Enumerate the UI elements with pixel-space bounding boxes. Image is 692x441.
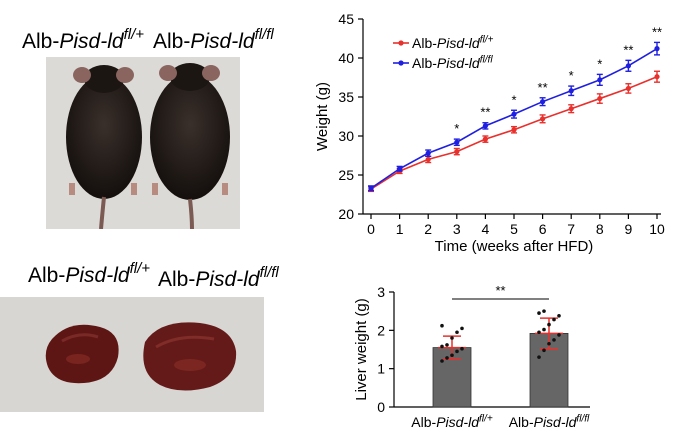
data-point — [511, 127, 517, 133]
liver-control-image — [45, 324, 119, 384]
bar-data-point — [440, 323, 444, 328]
liver-photo — [0, 297, 264, 412]
y-tick-label: 25 — [338, 167, 354, 183]
liver-knockout-image — [143, 322, 237, 391]
data-point — [597, 77, 603, 83]
x-axis-label: Time (weeks after HFD) — [435, 238, 594, 255]
bar-data-point — [450, 353, 454, 358]
bar-significance-marker: ** — [495, 283, 505, 298]
x-tick-label: 3 — [453, 221, 461, 237]
y-axis-label: Weight (g) — [314, 82, 331, 151]
significance-marker: * — [569, 68, 574, 83]
x-tick-label: 0 — [367, 221, 375, 237]
data-point — [540, 99, 546, 105]
data-point — [540, 116, 546, 122]
bar-y-tick-label: 3 — [377, 284, 385, 300]
legend-marker — [398, 40, 404, 46]
significance-marker: ** — [538, 80, 548, 95]
data-point — [454, 139, 460, 145]
bar-y-axis-label: Liver weight (g) — [353, 298, 370, 401]
bar-data-point — [440, 359, 444, 363]
mice-photo — [46, 57, 240, 229]
bar-data-point — [460, 326, 464, 331]
bar-data-point — [547, 322, 551, 327]
bar-data-point — [445, 343, 449, 347]
bar-data-point — [537, 355, 541, 359]
data-point — [425, 156, 431, 162]
bar-category-label: Alb-Pisd-ldfl/fl — [509, 413, 590, 430]
data-point — [654, 46, 660, 52]
data-point — [425, 150, 431, 156]
data-point — [625, 85, 632, 92]
bar-y-tick-label: 1 — [377, 361, 385, 377]
legend-label: Alb-Pisd-ldfl/fl — [412, 54, 493, 71]
liver-label-control: Alb-Pisd-ldfl/+ — [28, 260, 150, 287]
y-tick-label: 35 — [338, 89, 354, 105]
x-tick-label: 2 — [424, 221, 432, 237]
mouse-knockout-image — [150, 63, 230, 229]
data-point — [597, 95, 603, 102]
legend-marker — [398, 60, 404, 66]
significance-marker: * — [454, 121, 459, 136]
x-tick-label: 4 — [482, 221, 490, 237]
mouse-label-knockout: Alb-Pisd-ldfl/fl — [153, 26, 274, 53]
data-point — [568, 88, 574, 94]
bar-y-tick-label: 0 — [377, 399, 385, 415]
data-point — [654, 74, 660, 80]
x-tick-label: 9 — [625, 221, 633, 237]
bar-data-point — [557, 333, 561, 337]
bar — [529, 332, 569, 408]
significance-marker: ** — [623, 42, 633, 57]
bar-data-point — [542, 348, 546, 353]
x-tick-label: 8 — [596, 221, 604, 237]
y-tick-label: 30 — [338, 128, 354, 144]
data-point — [568, 106, 574, 112]
x-tick-label: 10 — [649, 221, 665, 237]
bar-data-point — [460, 346, 464, 351]
x-tick-label: 5 — [510, 221, 518, 237]
bar-data-point — [455, 330, 459, 335]
bar-data-point — [557, 313, 561, 318]
data-point — [625, 63, 632, 69]
bar-data-point — [440, 344, 444, 349]
bar-data-point — [542, 327, 546, 332]
bar-data-point — [450, 336, 454, 340]
liver-label-knockout: Alb-Pisd-ldfl/fl — [158, 264, 279, 291]
x-tick-label: 7 — [567, 221, 575, 237]
bar-data-point — [445, 356, 449, 360]
significance-marker: * — [511, 92, 516, 107]
x-tick-label: 6 — [539, 221, 547, 237]
data-point — [511, 111, 517, 117]
bar-data-point — [455, 349, 459, 354]
data-point — [368, 185, 374, 191]
data-point — [397, 166, 403, 172]
bar-data-point — [537, 330, 541, 335]
bar-category-label: Alb-Pisd-ldfl/+ — [411, 413, 493, 430]
significance-marker: ** — [480, 105, 490, 120]
y-tick-label: 45 — [338, 11, 354, 27]
y-tick-label: 20 — [338, 206, 354, 222]
bar-data-point — [552, 338, 556, 342]
data-point — [482, 123, 488, 129]
bar-data-point — [552, 317, 556, 322]
significance-marker: ** — [652, 24, 662, 39]
legend-label: Alb-Pisd-ldfl/+ — [412, 34, 494, 51]
bar-data-point — [547, 341, 551, 346]
significance-marker: * — [597, 56, 602, 71]
data-point — [454, 149, 460, 155]
x-tick-label: 1 — [396, 221, 404, 237]
bar-y-tick-label: 2 — [377, 322, 385, 338]
bar-data-point — [542, 309, 546, 313]
y-tick-label: 40 — [338, 50, 354, 66]
mouse-control-image — [66, 65, 142, 229]
data-point — [482, 136, 488, 142]
bar-data-point — [537, 311, 541, 315]
mouse-label-control: Alb-Pisd-ldfl/+ — [22, 26, 144, 53]
